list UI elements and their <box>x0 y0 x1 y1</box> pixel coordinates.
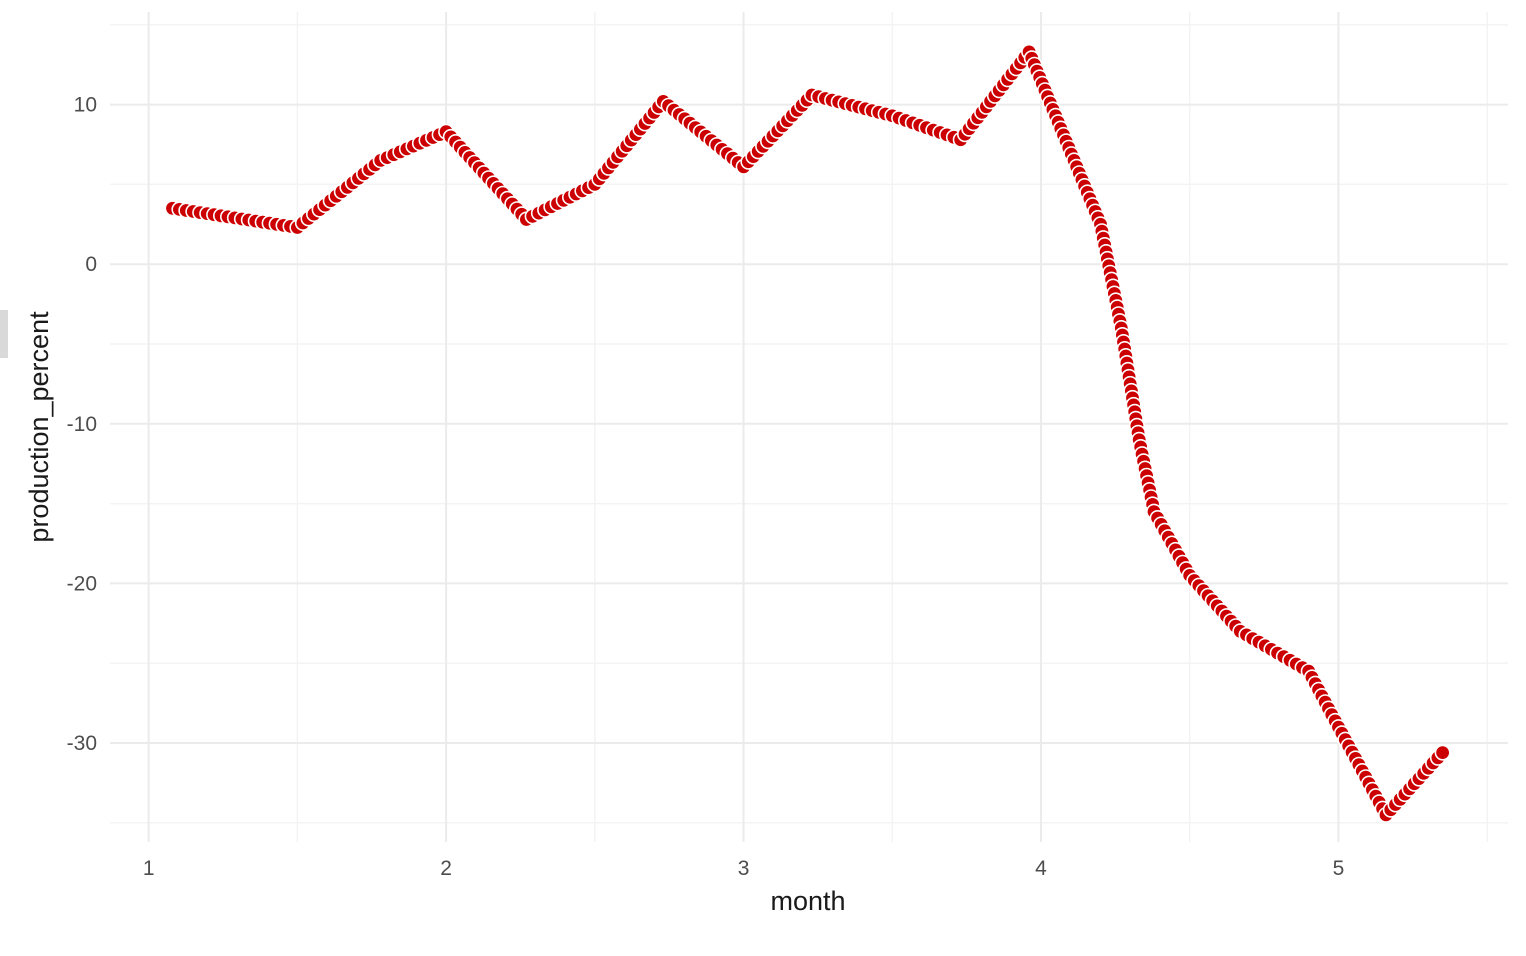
y-tick-label: -10 <box>67 413 97 436</box>
left-edge-tab <box>0 310 8 358</box>
y-tick-label: -30 <box>67 732 97 755</box>
y-axis-title: production_percent <box>24 311 54 543</box>
x-tick-label: 4 <box>1035 857 1047 880</box>
data-point <box>1434 744 1451 761</box>
y-tick-label: -20 <box>67 572 97 595</box>
x-tick-label: 1 <box>143 857 155 880</box>
y-tick-label: 0 <box>85 253 97 276</box>
minor-gridlines <box>110 12 1508 842</box>
x-tick-label: 2 <box>440 857 452 880</box>
data-points <box>164 43 1451 823</box>
x-tick-label: 5 <box>1333 857 1345 880</box>
y-tick-label: 10 <box>74 94 97 117</box>
x-axis-tick-labels: 1 2 3 4 5 <box>143 857 1344 880</box>
major-gridlines <box>110 12 1508 842</box>
y-axis-tick-labels: 10 0 -10 -20 -30 <box>67 94 97 755</box>
x-tick-label: 3 <box>738 857 750 880</box>
x-axis-title: month <box>770 886 845 916</box>
